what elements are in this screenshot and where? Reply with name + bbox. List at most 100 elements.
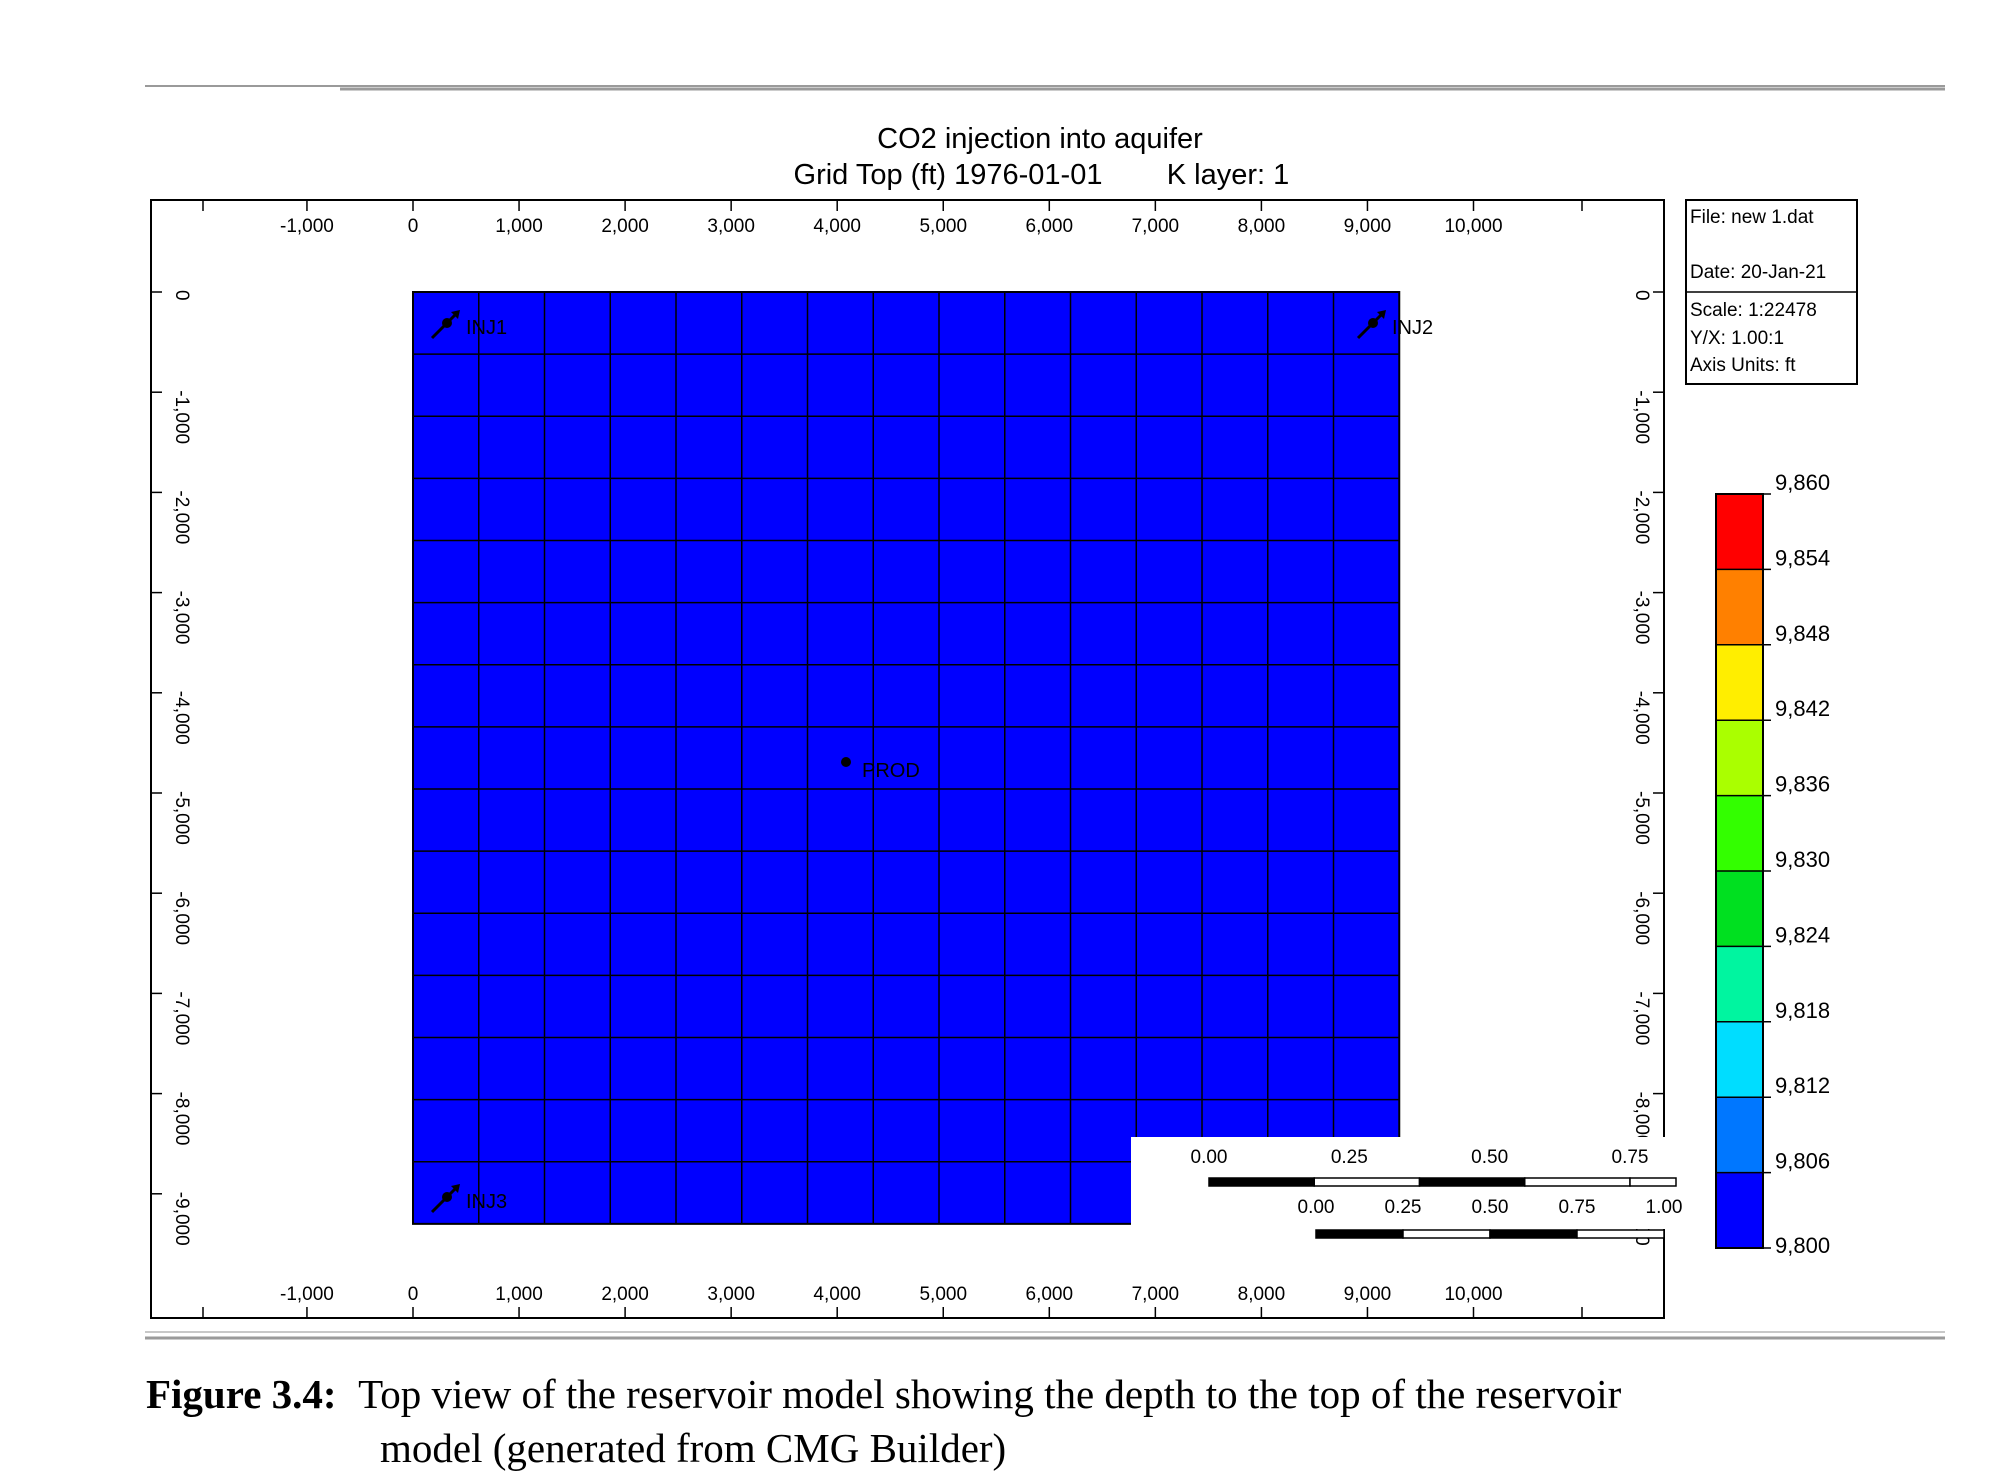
scale-bar-segment [1402, 1229, 1491, 1239]
x-tick-label-top: 9,000 [1344, 216, 1392, 237]
info-yx: Y/X: 1.00:1 [1690, 328, 1784, 349]
y-tick-label-left: -3,000 [171, 591, 192, 645]
well-label: PROD [862, 760, 920, 782]
injector-arrow [451, 310, 460, 319]
x-tick-label-bottom: 10,000 [1444, 1284, 1502, 1305]
chart-title-line2-left: Grid Top (ft) 1976-01-01 [794, 159, 1103, 191]
top-rule [145, 85, 1945, 91]
scale-bar-segment [1524, 1177, 1631, 1187]
scale-bar-segment [1313, 1177, 1421, 1187]
x-tick-label-bottom: 3,000 [707, 1284, 755, 1305]
y-tick-label-right: -5,000 [1631, 791, 1652, 845]
injector-arrow [451, 1184, 460, 1193]
x-tick-label-top: 6,000 [1026, 216, 1074, 237]
x-tick-label-bottom: 2,000 [601, 1284, 649, 1305]
scale-bars: 0.00 0.25 0.50 0.75 0.00 0.25 0.50 0.75 1.00 [1191, 1147, 1683, 1239]
figure-caption-text: Top view of the reservoir model showing … [358, 1371, 1622, 1417]
y-tick-label-left: -5,000 [171, 791, 192, 845]
legend-label: 9,818 [1775, 998, 1830, 1023]
y-tick-label-left: -6,000 [171, 891, 192, 945]
reservoir-grid [412, 291, 1401, 1225]
x-tick-label-top: 2,000 [601, 216, 649, 237]
legend-label: 9,836 [1775, 772, 1830, 797]
legend-label: 9,800 [1775, 1233, 1830, 1258]
scale-bar-label: 0.25 [1385, 1197, 1422, 1218]
x-tick-label-bottom: 1,000 [495, 1284, 543, 1305]
well-label: INJ2 [1392, 317, 1433, 339]
y-tick-label-right: -1,000 [1631, 390, 1652, 444]
scale-bar-label: 0.00 [1191, 1147, 1228, 1168]
scale-bar-label: 0.50 [1471, 1147, 1508, 1168]
y-tick-label-right: -4,000 [1631, 691, 1652, 745]
legend-color-swatch [1716, 1172, 1763, 1248]
injector-arrow [1377, 310, 1386, 319]
grid-background [412, 291, 1401, 1225]
well-prod: PROD [841, 757, 920, 782]
legend-label: 9,860 [1775, 470, 1830, 495]
info-box: File: new 1.dat Date: 20-Jan-21 Scale: 1… [1685, 199, 1858, 385]
x-tick-label-bottom: -1,000 [280, 1284, 334, 1305]
scale-bar-label: 0.75 [1612, 1147, 1649, 1168]
scale-bar-segment [1489, 1229, 1578, 1239]
x-tick-label-bottom: 7,000 [1132, 1284, 1180, 1305]
x-tick-label-top: 5,000 [919, 216, 967, 237]
x-tick-label-bottom: 5,000 [919, 1284, 967, 1305]
injector-symbol-head [1368, 318, 1378, 328]
scale-bar-segment [1629, 1177, 1677, 1187]
scale-bar-segment [1418, 1177, 1526, 1187]
y-tick-label-left: -1,000 [171, 390, 192, 444]
x-tick-label-bottom: 0 [408, 1284, 419, 1305]
color-legend: 9,860 9,854 9,848 9,842 9,836 9,830 9,824 9,818… [1715, 470, 1830, 1258]
axes: -1,000 -1,000 0 0 1,000 1,000 2,000 2,000 3,000 3… [151, 200, 1664, 1318]
legend-label: 9,824 [1775, 922, 1830, 947]
info-file: File: new 1.dat [1690, 207, 1814, 228]
y-tick-label-left: -4,000 [171, 691, 192, 745]
x-tick-label-top: 7,000 [1132, 216, 1180, 237]
x-tick-label-top: 3,000 [707, 216, 755, 237]
legend-label: 9,812 [1775, 1073, 1830, 1098]
info-axis-units: Axis Units: ft [1690, 355, 1796, 376]
legend-label: 9,854 [1775, 545, 1830, 570]
y-tick-label-left: 0 [171, 290, 192, 301]
figure-caption-line1: Figure 3.4: Top view of the reservoir mo… [146, 1371, 1622, 1417]
y-tick-label-left: -2,000 [171, 490, 192, 544]
bottom-rule [145, 1331, 1945, 1340]
y-tick-label-right: 0 [1631, 290, 1652, 301]
figure-caption-label: Figure 3.4: [146, 1371, 337, 1417]
legend-color-swatch [1716, 644, 1763, 721]
legend-label: 9,842 [1775, 696, 1830, 721]
legend-color-swatch [1716, 946, 1763, 1022]
legend-color-swatch [1716, 720, 1763, 796]
injector-symbol-head [442, 318, 452, 328]
injector-symbol-head [442, 1192, 452, 1202]
well-label: INJ1 [466, 317, 507, 339]
scale-bar-label: 0.00 [1298, 1197, 1335, 1218]
legend-label: 9,848 [1775, 621, 1830, 646]
legend-label: 9,806 [1775, 1149, 1830, 1174]
x-tick-label-bottom: 9,000 [1344, 1284, 1392, 1305]
legend-color-swatch [1716, 795, 1763, 871]
scale-bar-label: 0.50 [1472, 1197, 1509, 1218]
well-inj2: INJ2 [1356, 310, 1433, 340]
scale-bar-segment [1315, 1229, 1404, 1239]
x-tick-label-bottom: 4,000 [813, 1284, 861, 1305]
y-tick-label-right: -2,000 [1631, 490, 1652, 544]
scale-bar-label: 1.00 [1646, 1197, 1683, 1218]
x-tick-label-bottom: 6,000 [1026, 1284, 1074, 1305]
producer-symbol [841, 757, 851, 767]
well-inj1: INJ1 [430, 310, 507, 340]
scale-bar-segment [1576, 1229, 1665, 1239]
scale-bar-segment [1208, 1177, 1315, 1187]
x-tick-label-top: -1,000 [280, 216, 334, 237]
plot-frame [150, 199, 1665, 1319]
info-scale: Scale: 1:22478 [1690, 300, 1817, 321]
wells: INJ1 INJ2 INJ3 PROD [430, 310, 1433, 1214]
y-tick-label-right: -6,000 [1631, 891, 1652, 945]
legend-color-swatch [1716, 569, 1763, 645]
legend-color-swatch [1716, 1097, 1763, 1173]
y-tick-label-right: -3,000 [1631, 591, 1652, 645]
well-label: INJ3 [466, 1191, 507, 1213]
x-tick-label-top: 10,000 [1444, 216, 1502, 237]
x-tick-label-top: 0 [408, 216, 419, 237]
